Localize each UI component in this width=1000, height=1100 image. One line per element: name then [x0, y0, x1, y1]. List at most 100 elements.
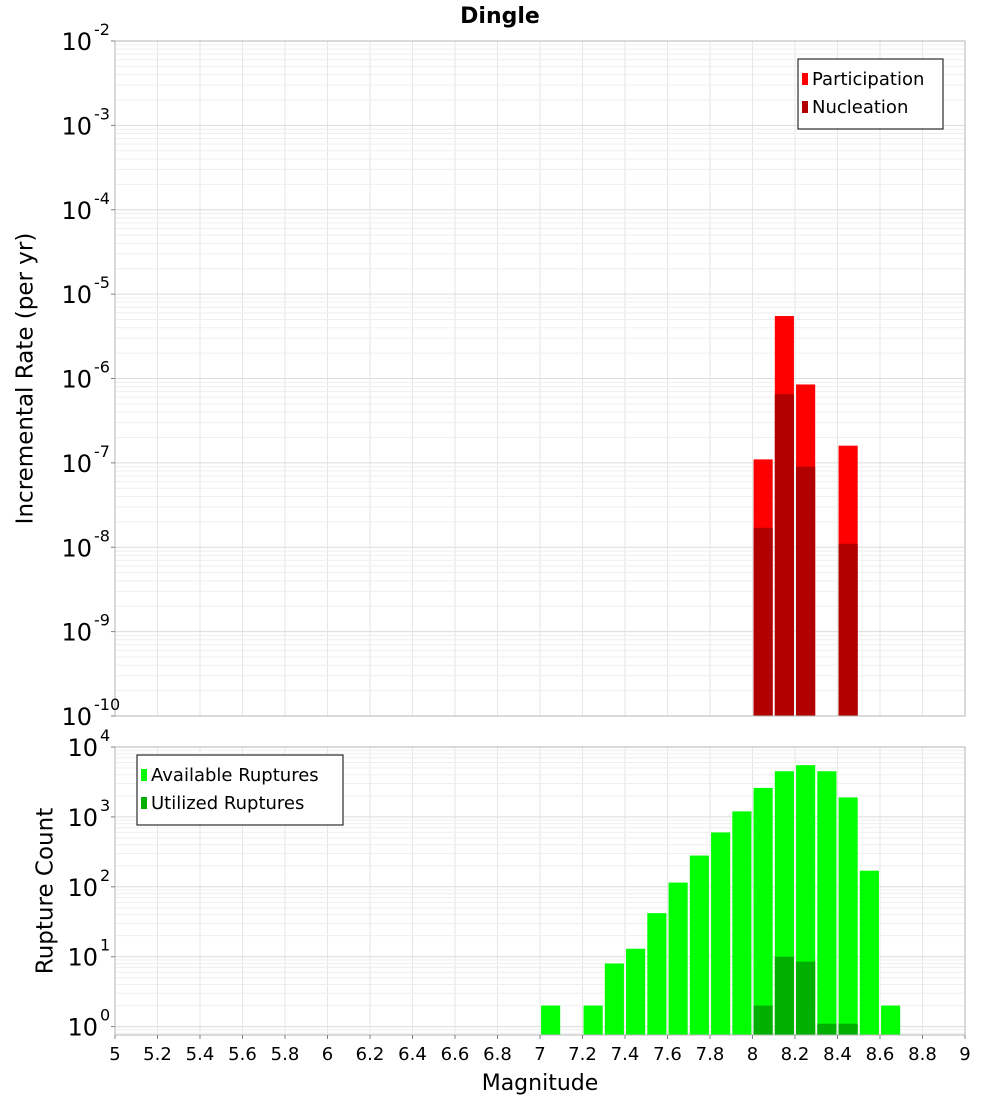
y-tick-exponent: -3	[94, 104, 110, 123]
y-tick-base: 10	[61, 534, 92, 562]
bar-available-ruptures	[668, 882, 688, 1035]
legend-swatch	[802, 101, 808, 113]
x-tick-label: 6.4	[398, 1044, 427, 1065]
y-tick-label: 10 4	[67, 726, 115, 762]
y-tick-exponent: -7	[94, 442, 110, 461]
x-tick-label: 5	[109, 1044, 120, 1065]
bar-available-ruptures	[732, 811, 752, 1035]
y-tick-exponent: -2	[94, 20, 110, 39]
bar-available-ruptures	[626, 948, 646, 1035]
chart-title: Dingle	[460, 4, 540, 29]
bar-available-ruptures	[689, 855, 709, 1035]
x-tick-label: 6.8	[483, 1044, 512, 1065]
y-tick-base: 10	[67, 1014, 98, 1042]
y-tick-exponent: 0	[100, 1006, 110, 1025]
bar-utilized-ruptures	[753, 1005, 773, 1035]
bar-nucleation	[838, 543, 858, 716]
legend-label: Participation	[812, 69, 924, 90]
y-tick-label: 10 -10	[61, 695, 120, 731]
bar-utilized-ruptures	[796, 961, 816, 1035]
y-tick-base: 10	[61, 197, 92, 225]
y-tick-exponent: -5	[94, 273, 110, 292]
y-tick-base: 10	[67, 874, 98, 902]
bar-available-ruptures	[817, 771, 837, 1035]
bar-available-ruptures	[583, 1005, 603, 1035]
bar-available-ruptures	[838, 797, 858, 1035]
y-tick-label: 10 -4	[61, 189, 115, 225]
legend-swatch	[141, 769, 147, 781]
y-tick-base: 10	[67, 734, 98, 762]
y-tick-label: 10 -6	[61, 358, 115, 394]
rate-bars	[753, 316, 858, 716]
y-tick-exponent: -4	[94, 189, 110, 208]
x-ticks: 5 5.2 5.4 5.6 5.8 6 6.2 6.4 6.6 6.8 7 7.2 7.4 7.6 7.8 8…	[109, 1035, 971, 1065]
y-tick-label: 10 -3	[61, 104, 115, 140]
bar-nucleation	[774, 394, 794, 716]
rate-legend: Participation Nucleation	[797, 58, 944, 130]
x-tick-label: 5.8	[271, 1044, 300, 1065]
bar-available-ruptures	[881, 1005, 901, 1035]
legend-label: Available Ruptures	[151, 765, 319, 786]
y-tick-exponent: -10	[94, 695, 120, 714]
legend-box	[136, 754, 344, 826]
x-tick-label: 7.4	[611, 1044, 640, 1065]
x-tick-label: 5.6	[228, 1044, 257, 1065]
y-tick-label: 10 -7	[61, 442, 115, 478]
bar-available-ruptures	[753, 787, 773, 1035]
bar-utilized-ruptures	[817, 1023, 837, 1035]
x-tick-label: 8	[747, 1044, 758, 1065]
bar-available-ruptures	[604, 963, 624, 1035]
y-tick-label: 10 -9	[61, 611, 115, 647]
count-y-axis-label: Rupture Count	[33, 808, 59, 974]
legend-box	[797, 58, 944, 130]
y-tick-base: 10	[61, 112, 92, 140]
x-tick-label: 7.6	[653, 1044, 682, 1065]
y-tick-base: 10	[61, 281, 92, 309]
bar-available-ruptures	[711, 832, 731, 1035]
x-tick-label: 8.6	[866, 1044, 895, 1065]
y-tick-exponent: -8	[94, 526, 110, 545]
y-tick-exponent: 2	[100, 866, 110, 885]
x-tick-label: 6.6	[441, 1044, 470, 1065]
x-tick-label: 7.8	[696, 1044, 725, 1065]
x-tick-label: 5.4	[186, 1044, 215, 1065]
y-tick-base: 10	[61, 450, 92, 478]
x-tick-label: 8.2	[781, 1044, 810, 1065]
y-tick-base: 10	[67, 804, 98, 832]
y-tick-exponent: 1	[100, 936, 110, 955]
legend-swatch	[802, 73, 808, 85]
x-tick-label: 9	[959, 1044, 970, 1065]
legend-label: Utilized Ruptures	[151, 793, 304, 814]
y-tick-base: 10	[61, 619, 92, 647]
y-tick-label: 10 1	[67, 936, 115, 972]
y-tick-base: 10	[61, 366, 92, 394]
y-tick-exponent: -6	[94, 358, 110, 377]
x-tick-label: 8.8	[908, 1044, 937, 1065]
y-tick-base: 10	[67, 944, 98, 972]
count-bars	[541, 765, 901, 1035]
x-axis-label: Magnitude	[482, 1071, 599, 1096]
x-tick-label: 7	[534, 1044, 545, 1065]
bar-available-ruptures	[647, 913, 667, 1035]
legend-swatch	[141, 797, 147, 809]
bar-nucleation	[753, 527, 773, 716]
y-tick-exponent: 4	[100, 726, 110, 745]
y-tick-label: 10 -8	[61, 526, 115, 562]
x-tick-label: 6	[322, 1044, 333, 1065]
y-tick-exponent: -9	[94, 611, 110, 630]
y-tick-base: 10	[61, 28, 92, 56]
y-tick-exponent: 3	[100, 796, 110, 815]
y-tick-label: 10 2	[67, 866, 115, 902]
y-tick-base: 10	[61, 703, 92, 731]
x-tick-label: 5.2	[143, 1044, 172, 1065]
rate-y-axis-label: Incremental Rate (per yr)	[13, 233, 39, 525]
x-tick-label: 7.2	[568, 1044, 597, 1065]
y-tick-label: 10 0	[67, 1006, 115, 1042]
x-tick-label: 8.4	[823, 1044, 852, 1065]
bar-utilized-ruptures	[838, 1023, 858, 1035]
